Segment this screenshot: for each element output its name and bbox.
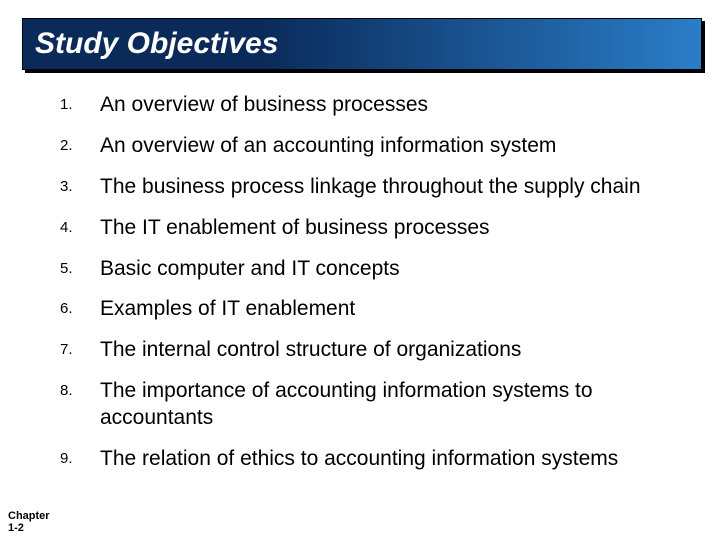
list-item: 8. The importance of accounting informat… <box>60 378 700 432</box>
item-number: 6. <box>60 296 100 317</box>
item-number: 3. <box>60 174 100 195</box>
objectives-list: 1. An overview of business processes 2. … <box>60 92 700 487</box>
item-number: 2. <box>60 133 100 154</box>
item-number: 8. <box>60 378 100 399</box>
item-number: 7. <box>60 337 100 358</box>
item-text: The business process linkage throughout … <box>100 174 641 201</box>
item-text: An overview of business processes <box>100 92 428 119</box>
title-bar: Study Objectives <box>22 18 702 70</box>
list-item: 6. Examples of IT enablement <box>60 296 700 323</box>
item-text: Basic computer and IT concepts <box>100 256 400 283</box>
item-number: 9. <box>60 446 100 467</box>
footer-page: 1-2 <box>8 522 50 534</box>
list-item: 7. The internal control structure of org… <box>60 337 700 364</box>
footer: Chapter 1-2 <box>8 510 50 534</box>
item-text: The relation of ethics to accounting inf… <box>100 446 618 473</box>
list-item: 5. Basic computer and IT concepts <box>60 256 700 283</box>
list-item: 3. The business process linkage througho… <box>60 174 700 201</box>
slide-title: Study Objectives <box>35 27 278 61</box>
slide: Study Objectives 1. An overview of busin… <box>0 0 720 540</box>
item-number: 1. <box>60 92 100 113</box>
item-number: 5. <box>60 256 100 277</box>
list-item: 4. The IT enablement of business process… <box>60 215 700 242</box>
item-text: The importance of accounting information… <box>100 378 700 432</box>
list-item: 9. The relation of ethics to accounting … <box>60 446 700 473</box>
footer-chapter: Chapter <box>8 510 50 522</box>
list-item: 1. An overview of business processes <box>60 92 700 119</box>
item-text: Examples of IT enablement <box>100 296 355 323</box>
item-text: The internal control structure of organi… <box>100 337 521 364</box>
item-text: The IT enablement of business processes <box>100 215 490 242</box>
item-text: An overview of an accounting information… <box>100 133 556 160</box>
list-item: 2. An overview of an accounting informat… <box>60 133 700 160</box>
item-number: 4. <box>60 215 100 236</box>
